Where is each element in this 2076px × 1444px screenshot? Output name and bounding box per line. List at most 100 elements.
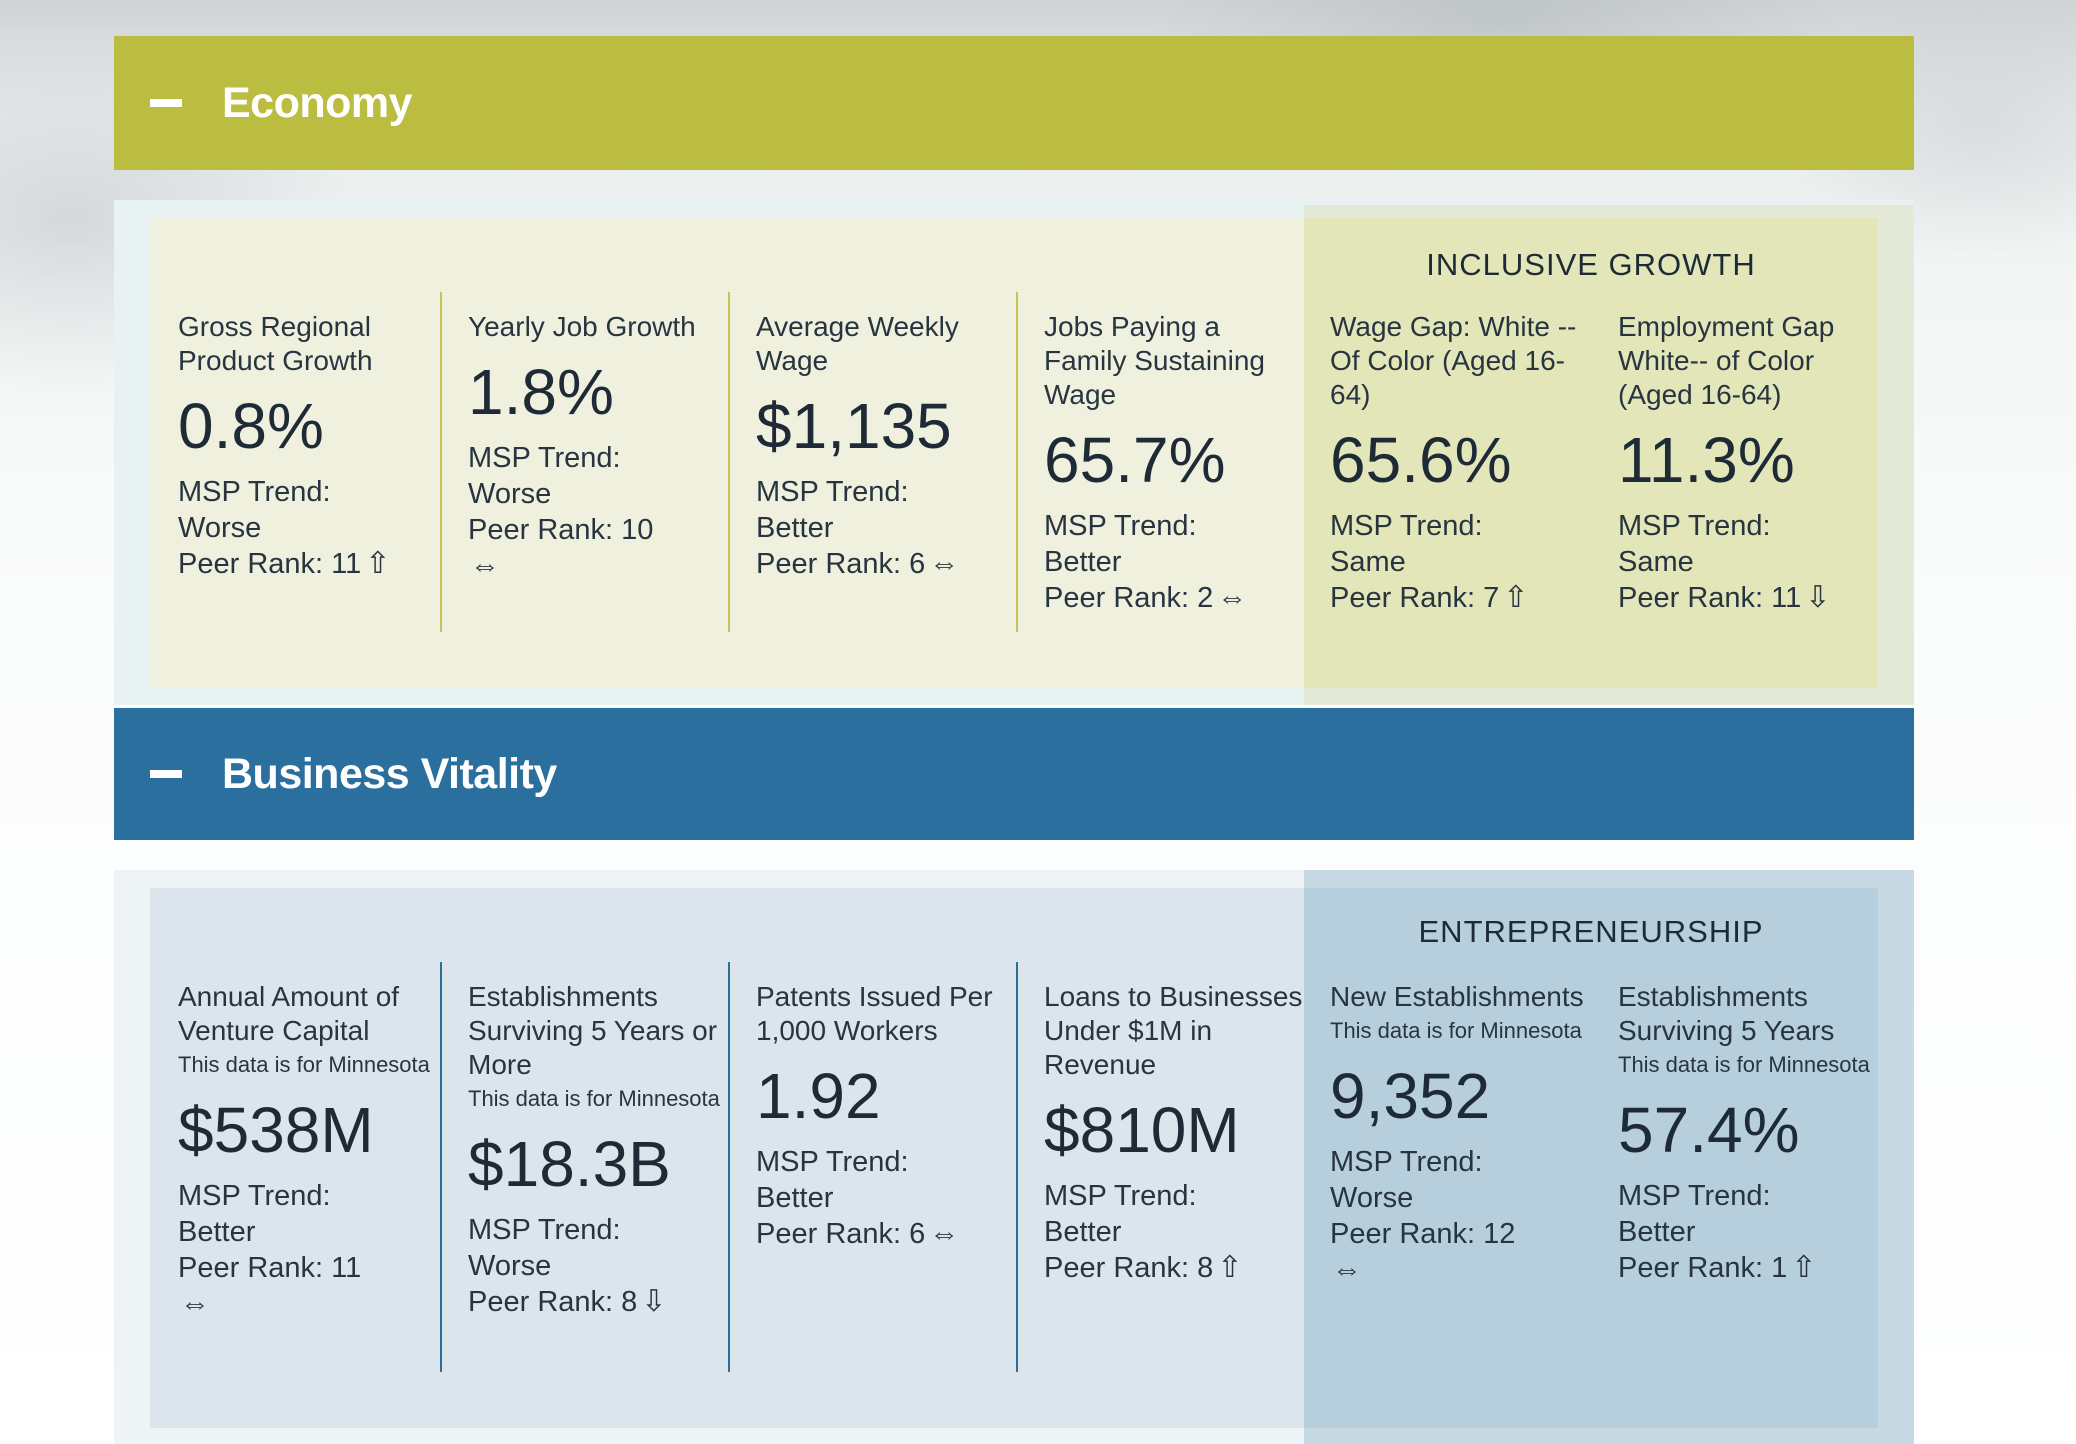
- metric-trend-label: MSP Trend:: [468, 1214, 621, 1246]
- metric-value: 57.4%: [1618, 1094, 1800, 1166]
- metric-value: 11.3%: [1618, 424, 1795, 496]
- metric-trend: Better: [1044, 546, 1122, 578]
- left-right-arrow-icon: ⇔: [929, 1217, 960, 1250]
- metric-peer-rank: Peer Rank: 6: [756, 548, 926, 580]
- metric-value: 65.7%: [1044, 424, 1226, 496]
- minus-icon[interactable]: [150, 770, 182, 778]
- entrepreneurship-title: ENTREPRENEURSHIP: [1418, 914, 1764, 949]
- metric-trend: Worse: [468, 478, 552, 510]
- down-arrow-icon: ⇩: [1805, 581, 1831, 614]
- metric-trend-label: MSP Trend:: [1044, 1180, 1197, 1212]
- business-vitality-panel: ENTREPRENEURSHIP: [114, 870, 1914, 1444]
- column-divider: [728, 292, 730, 632]
- up-arrow-icon: ⇧: [1791, 1251, 1817, 1284]
- left-right-arrow-icon: ⇔: [929, 547, 960, 580]
- column-divider: [440, 292, 442, 632]
- section-title-economy: Economy: [222, 78, 413, 127]
- metric-patents-issued[interactable]: Patents Issued Per 1,000 Workers 1.92 MS…: [756, 980, 1018, 1252]
- metric-label: Establishments Surviving 5 Years: [1618, 981, 1835, 1046]
- metric-employment-gap[interactable]: Employment Gap White-- of Color (Aged 16…: [1618, 310, 1880, 616]
- business-vitality-header[interactable]: Business Vitality: [114, 708, 1914, 840]
- metric-label: Annual Amount of Venture Capital: [178, 981, 400, 1046]
- metric-yearly-job-growth[interactable]: Yearly Job Growth 1.8% MSP Trend: Worse …: [468, 310, 730, 584]
- metric-note: This data is for Minnesota: [1330, 1018, 1582, 1043]
- metric-note: This data is for Minnesota: [468, 1086, 720, 1111]
- metric-peer-rank: Peer Rank: 2: [1044, 582, 1214, 614]
- column-divider: [728, 962, 730, 1372]
- left-right-arrow-icon: ⇔: [1217, 581, 1248, 614]
- metric-label: Gross Regional Product Growth: [178, 311, 373, 376]
- metric-label: Wage Gap: White -- Of Color (Aged 16-64): [1330, 311, 1577, 410]
- metric-value: 0.8%: [178, 390, 324, 462]
- economy-header[interactable]: Economy: [114, 36, 1914, 170]
- metric-trend: Worse: [468, 1250, 552, 1282]
- up-arrow-icon: ⇧: [1503, 581, 1529, 614]
- metric-gross-regional-product-growth[interactable]: Gross Regional Product Growth 0.8% MSP T…: [178, 310, 440, 582]
- metric-trend-label: MSP Trend:: [756, 476, 909, 508]
- metric-peer-rank: Peer Rank: 11: [178, 1252, 362, 1284]
- metric-trend: Same: [1330, 546, 1406, 578]
- metric-value: 9,352: [1330, 1060, 1491, 1132]
- up-arrow-icon: ⇧: [365, 547, 391, 580]
- metric-establishments-surviving-5-years[interactable]: Establishments Surviving 5 Years This da…: [1618, 980, 1880, 1286]
- metric-label: Yearly Job Growth: [468, 311, 696, 342]
- metric-peer-rank: Peer Rank: 8: [1044, 1252, 1214, 1284]
- metric-new-establishments[interactable]: New Establishments This data is for Minn…: [1330, 980, 1592, 1288]
- metric-trend-label: MSP Trend:: [1330, 1146, 1483, 1178]
- metric-value: $18.3B: [468, 1128, 671, 1200]
- metric-value: 65.6%: [1330, 424, 1512, 496]
- metric-trend: Better: [756, 512, 834, 544]
- metric-peer-rank: Peer Rank: 1: [1618, 1252, 1788, 1284]
- up-arrow-icon: ⇧: [1217, 1251, 1243, 1284]
- metric-wage-gap[interactable]: Wage Gap: White -- Of Color (Aged 16-64)…: [1330, 310, 1592, 616]
- metric-peer-rank: Peer Rank: 7: [1330, 582, 1500, 614]
- metric-trend-label: MSP Trend:: [1044, 510, 1197, 542]
- metric-trend: Better: [178, 1216, 256, 1248]
- metric-trend-label: MSP Trend:: [178, 476, 331, 508]
- metric-trend: Better: [1618, 1216, 1696, 1248]
- metric-peer-rank: Peer Rank: 12: [1330, 1218, 1516, 1250]
- economy-panel: INCLUSIVE GROWTH: [114, 200, 1914, 705]
- metric-value: 1.8%: [468, 356, 614, 428]
- metric-trend: Same: [1618, 546, 1694, 578]
- metric-trend: Better: [1044, 1216, 1122, 1248]
- metric-trend-label: MSP Trend:: [756, 1146, 909, 1178]
- metric-note: This data is for Minnesota: [178, 1052, 430, 1077]
- metric-value: $1,135: [756, 390, 952, 462]
- metric-peer-rank: Peer Rank: 11: [1618, 582, 1802, 614]
- metric-value: 1.92: [756, 1060, 881, 1132]
- metric-label: New Establishments: [1330, 981, 1584, 1012]
- metric-trend-label: MSP Trend:: [468, 442, 621, 474]
- metric-trend: Worse: [178, 512, 262, 544]
- inclusive-growth-title: INCLUSIVE GROWTH: [1426, 247, 1756, 282]
- metric-label: Average Weekly Wage: [756, 311, 959, 376]
- metric-peer-rank: Peer Rank: 6: [756, 1218, 926, 1250]
- minus-icon[interactable]: [150, 99, 182, 107]
- metric-trend: Worse: [1330, 1182, 1414, 1214]
- metric-trend-label: MSP Trend:: [1618, 510, 1771, 542]
- metric-trend-label: MSP Trend:: [1330, 510, 1483, 542]
- metric-venture-capital[interactable]: Annual Amount of Venture Capital This da…: [178, 980, 440, 1322]
- inclusive-growth-box: INCLUSIVE GROWTH: [1304, 205, 1914, 705]
- column-divider: [440, 962, 442, 1372]
- metric-loans-to-businesses[interactable]: Loans to Businesses Under $1M in Revenue…: [1044, 980, 1306, 1286]
- metric-establishments-surviving-5-years-or-more[interactable]: Establishments Surviving 5 Years or More…: [468, 980, 730, 1320]
- metric-note: This data is for Minnesota: [1618, 1052, 1870, 1077]
- metric-trend: Better: [756, 1182, 834, 1214]
- metric-peer-rank: Peer Rank: 11: [178, 548, 362, 580]
- metric-value: $810M: [1044, 1094, 1240, 1166]
- metric-label: Employment Gap White-- of Color (Aged 16…: [1618, 311, 1835, 410]
- left-right-arrow-icon: ⇔: [1332, 1253, 1362, 1286]
- left-right-arrow-icon: ⇔: [470, 549, 500, 582]
- metric-trend-label: MSP Trend:: [178, 1180, 331, 1212]
- metric-label: Loans to Businesses Under $1M in Revenue: [1044, 981, 1303, 1080]
- column-divider: [1016, 292, 1018, 632]
- metric-average-weekly-wage[interactable]: Average Weekly Wage $1,135 MSP Trend: Be…: [756, 310, 1018, 582]
- down-arrow-icon: ⇩: [641, 1285, 667, 1318]
- metric-label: Jobs Paying a Family Sustaining Wage: [1044, 311, 1265, 410]
- metric-peer-rank: Peer Rank: 8: [468, 1286, 638, 1318]
- metric-value: $538M: [178, 1094, 374, 1166]
- column-divider: [1016, 962, 1018, 1372]
- metric-jobs-family-sustaining-wage[interactable]: Jobs Paying a Family Sustaining Wage 65.…: [1044, 310, 1306, 616]
- metric-peer-rank: Peer Rank: 10: [468, 514, 654, 546]
